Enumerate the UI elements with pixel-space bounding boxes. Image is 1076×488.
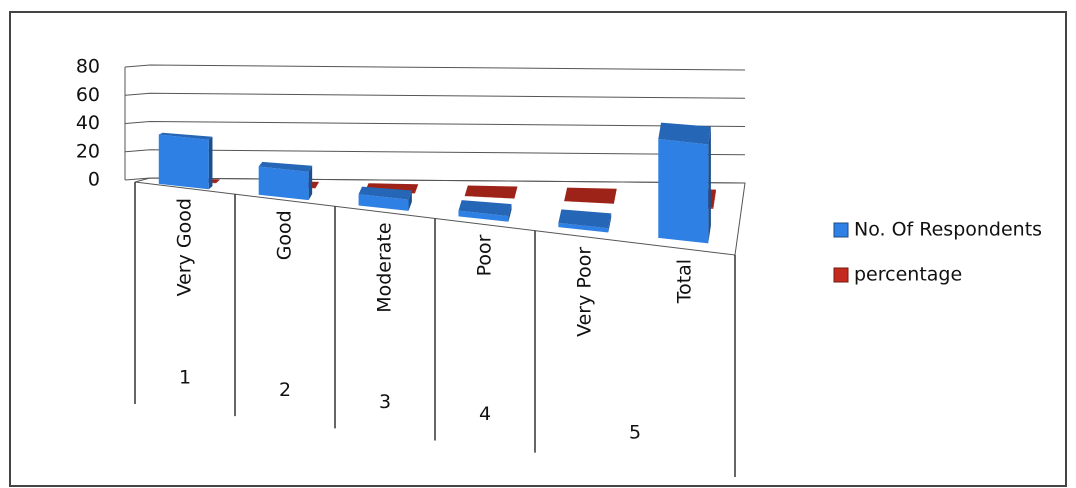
bar-side [408, 190, 412, 211]
bar-side [508, 204, 512, 222]
bar-side [708, 126, 711, 244]
bar-side [514, 186, 518, 199]
bar-front [258, 166, 309, 201]
grid-line [124, 149, 746, 156]
bar-top [658, 122, 711, 145]
chart-frame [9, 11, 1067, 487]
grid-line [124, 120, 746, 127]
bar [458, 200, 512, 222]
x-tick-label: Very Good [174, 198, 196, 296]
y-tick-label: 60 [76, 84, 100, 106]
bar-front [158, 134, 209, 190]
bar-side [613, 188, 617, 204]
group-label: 2 [279, 379, 291, 401]
y-tick-label: 80 [76, 56, 100, 78]
group-label: 5 [629, 421, 641, 443]
group-label: 1 [179, 367, 191, 389]
bar-front [464, 195, 515, 199]
bar-side [713, 189, 717, 209]
legend-label: No. Of Respondents [854, 219, 1042, 241]
bar-side [414, 184, 419, 194]
bar [658, 122, 711, 244]
bar [258, 161, 313, 201]
group-label: 3 [379, 391, 391, 413]
bar-top [564, 187, 617, 204]
x-tick-label: Moderate [374, 222, 396, 312]
x-tick-label: Good [274, 210, 296, 260]
bar-top [458, 200, 512, 217]
bar-side [315, 181, 319, 189]
bar [464, 185, 518, 199]
group-label: 4 [479, 403, 491, 425]
bar-front [458, 210, 509, 222]
legend-swatch [833, 267, 849, 283]
bar-side [215, 179, 220, 184]
grid-line [124, 92, 746, 99]
bar-front [558, 222, 609, 233]
bar [558, 209, 612, 233]
bar [564, 187, 617, 204]
bar [158, 132, 213, 190]
bar-side [208, 136, 213, 190]
bar-front [658, 139, 709, 244]
bar-front [564, 201, 614, 204]
grid-line [124, 177, 746, 184]
grid-line [124, 64, 746, 71]
bar-top [558, 209, 612, 229]
y-tick-label: 40 [76, 112, 100, 134]
legend-label: percentage [854, 264, 962, 286]
bar-side [608, 213, 612, 233]
bar-side [308, 165, 313, 201]
legend-swatch [833, 222, 849, 238]
x-tick-label: Total [674, 259, 696, 304]
bar-top [464, 185, 518, 199]
bar-top [258, 161, 313, 172]
bar-top [358, 186, 412, 200]
y-tick-label: 0 [88, 169, 100, 191]
bar-top [158, 132, 213, 140]
bar [358, 186, 412, 211]
bar-front [358, 194, 409, 211]
x-tick-label: Very Poor [574, 247, 596, 337]
y-tick-label: 20 [76, 140, 100, 162]
x-tick-label: Poor [474, 234, 496, 276]
